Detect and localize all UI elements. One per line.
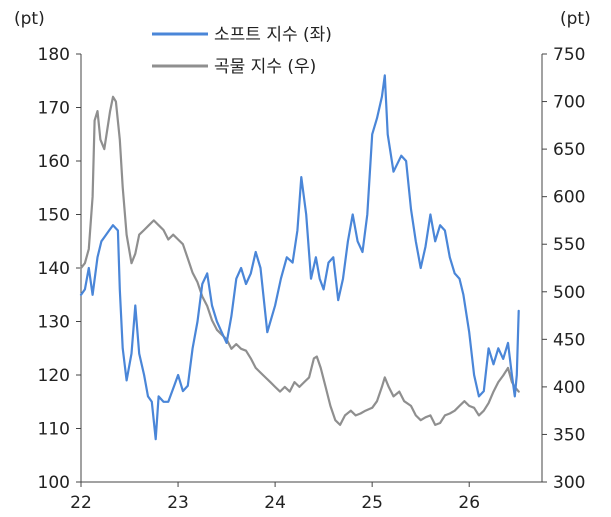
right-y-tick-label: 300 bbox=[553, 473, 585, 493]
left-axis-unit: (pt) bbox=[14, 9, 45, 29]
left-y-tick-label: 160 bbox=[38, 152, 70, 172]
left-y-tick-label: 100 bbox=[38, 473, 70, 493]
right-y-tick-label: 650 bbox=[553, 140, 585, 160]
left-y-tick-label: 110 bbox=[38, 420, 70, 440]
chart-axes bbox=[80, 54, 543, 483]
x-tick-label: 24 bbox=[264, 493, 286, 513]
legend-label-soft: 소프트 지수 (좌) bbox=[214, 25, 332, 45]
x-tick-label: 25 bbox=[361, 493, 383, 513]
right-y-tick-label: 750 bbox=[553, 45, 585, 65]
x-tick-label: 26 bbox=[458, 493, 480, 513]
legend-label-grain: 곡물 지수 (우) bbox=[214, 57, 316, 77]
left-y-tick-label: 180 bbox=[38, 45, 70, 65]
series-line-grain-index bbox=[79, 95, 520, 426]
x-tick-label: 22 bbox=[70, 493, 92, 513]
right-axis-unit: (pt) bbox=[560, 9, 591, 29]
left-y-tick-label: 130 bbox=[38, 313, 70, 333]
right-y-tick-label: 550 bbox=[553, 235, 585, 255]
left-y-tick-label: 140 bbox=[38, 259, 70, 279]
x-tick-label: 23 bbox=[167, 493, 189, 513]
left-y-tick-label: 150 bbox=[38, 206, 70, 226]
right-y-tick-label: 350 bbox=[553, 425, 585, 445]
left-y-tick-label: 170 bbox=[38, 99, 70, 119]
right-y-tick-label: 700 bbox=[553, 93, 585, 113]
legend: 소프트 지수 (좌) 곡물 지수 (우) bbox=[152, 25, 332, 77]
right-y-tick-label: 600 bbox=[553, 188, 585, 208]
right-y-tick-label: 500 bbox=[553, 283, 585, 303]
right-y-tick-label: 400 bbox=[553, 378, 585, 398]
left-y-tick-label: 120 bbox=[38, 366, 70, 386]
right-y-tick-label: 450 bbox=[553, 330, 585, 350]
series-line-soft-index bbox=[79, 74, 520, 441]
